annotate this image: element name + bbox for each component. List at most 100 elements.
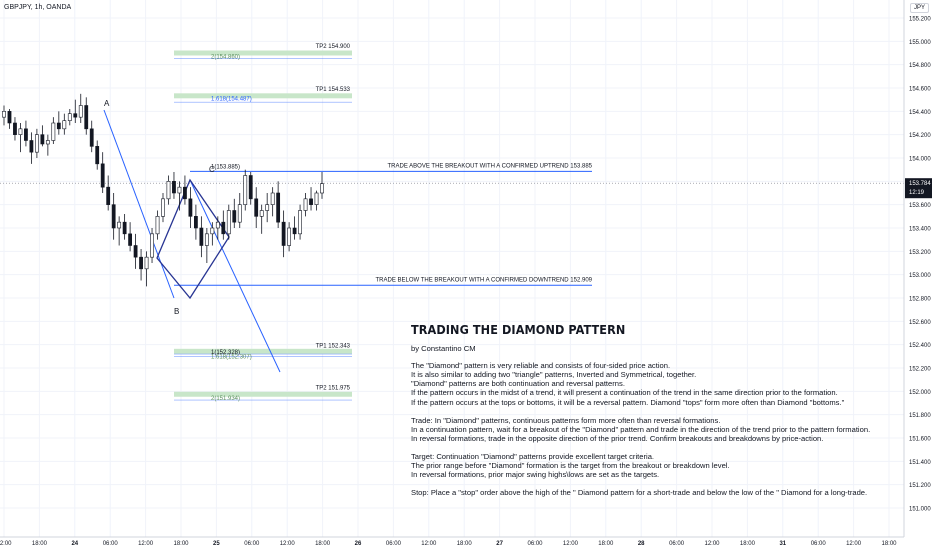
point-label-a: A bbox=[104, 99, 110, 108]
candle-body bbox=[133, 245, 138, 258]
time-tick-label: 06:00 bbox=[669, 541, 685, 547]
candle-body bbox=[122, 221, 127, 235]
annotation-labels: A B C TP2 154.900 2(154.860) TP1 154.533 1.618… bbox=[104, 44, 593, 402]
tp2-lower-label: TP2 151.975 bbox=[316, 385, 351, 391]
time-tick-label: 18:00 bbox=[881, 541, 897, 547]
time-axis[interactable]: 12:00 18:00 24 06:00 12:00 18:00 25 06:00 12:00 1… bbox=[0, 536, 904, 547]
article-byline: by Constantino CM bbox=[411, 344, 476, 354]
text-line: In reversal formations, prior major swin… bbox=[411, 470, 660, 480]
text-line: If the pattern occurs in the midst of a … bbox=[411, 388, 838, 398]
candle-body bbox=[51, 122, 56, 141]
candle-body bbox=[215, 221, 220, 229]
time-tick-label: 18:00 bbox=[315, 541, 331, 547]
price-tick-label: 152.400 bbox=[909, 343, 931, 349]
tp1-upper-label: TP1 154.533 bbox=[316, 87, 351, 93]
candle-body bbox=[320, 183, 324, 194]
candle-body bbox=[45, 140, 50, 145]
candle-body bbox=[139, 256, 143, 270]
price-tick-label: 154.400 bbox=[909, 110, 931, 116]
text-line: In a continuation pattern, wait for a br… bbox=[411, 424, 871, 434]
candle-body bbox=[292, 227, 297, 235]
time-tick-label: 31 bbox=[779, 541, 786, 547]
candle-body bbox=[166, 181, 171, 200]
time-tick-label: 06:00 bbox=[244, 541, 260, 547]
paragraph-trade: Trade: In "Diamond" patterns, continuous… bbox=[411, 416, 911, 443]
price-tick-label: 152.600 bbox=[909, 320, 931, 326]
time-tick-label: 12:00 bbox=[138, 541, 154, 547]
candle-body bbox=[24, 128, 28, 141]
price-tick-label: 154.200 bbox=[909, 133, 931, 139]
time-tick-label: 12:00 bbox=[421, 541, 437, 547]
text-line: Trade: In "Diamond" patterns, continuous… bbox=[411, 415, 721, 425]
candle-body bbox=[78, 105, 83, 118]
time-tick-label: 27 bbox=[496, 541, 503, 547]
text-line: Stop: Place a "stop" order above the hig… bbox=[411, 488, 868, 498]
candle-body bbox=[281, 221, 286, 246]
paragraph-stop: Stop: Place a "stop" order above the hig… bbox=[411, 488, 911, 497]
candle-body bbox=[259, 210, 264, 217]
time-tick-label: 25 bbox=[213, 541, 220, 547]
fib-lower-1618-label: 1.618(152.307) bbox=[211, 355, 252, 361]
candle-body bbox=[18, 128, 23, 135]
candle-body bbox=[128, 233, 133, 246]
level-lines bbox=[0, 170, 904, 286]
projection-line bbox=[189, 179, 281, 373]
candle-body bbox=[232, 210, 237, 223]
time-tick-label: 06:00 bbox=[103, 541, 119, 547]
time-tick-label: 06:00 bbox=[811, 541, 827, 547]
candle-body bbox=[34, 134, 39, 153]
candle-body bbox=[270, 192, 275, 205]
candle-body bbox=[210, 227, 215, 235]
price-tick-label: 154.000 bbox=[909, 157, 931, 163]
price-tick-label: 154.800 bbox=[909, 63, 931, 69]
price-tick-label: 152.800 bbox=[909, 297, 931, 303]
candle-body bbox=[150, 233, 154, 258]
candle-body bbox=[298, 210, 302, 235]
price-tick-label: 152.000 bbox=[909, 390, 931, 396]
time-tick-label: 24 bbox=[71, 541, 78, 547]
article-text: TRADING THE DIAMOND PATTERN by Constanti… bbox=[411, 322, 911, 506]
time-tick-label: 18:00 bbox=[457, 541, 473, 547]
price-tick-label: 151.200 bbox=[909, 483, 931, 489]
fib-upper-label: 2(154.860) bbox=[211, 55, 240, 61]
candle-body bbox=[276, 192, 281, 223]
time-tick-label: 26 bbox=[355, 541, 362, 547]
symbol-header[interactable]: GBPJPY, 1h, OANDA bbox=[4, 4, 72, 11]
downtrend-label: TRADE BELOW THE BREAKOUT WITH A CONFIRME… bbox=[376, 277, 593, 283]
currency-badge[interactable]: JPY bbox=[909, 3, 929, 13]
time-tick-label: 06:00 bbox=[386, 541, 402, 547]
candle-body bbox=[67, 113, 72, 121]
candle-body bbox=[193, 216, 198, 229]
candle-body bbox=[314, 192, 319, 205]
current-price-label: 153.784 bbox=[909, 181, 931, 187]
fib-lower-2-label: 2(151.934) bbox=[211, 396, 240, 402]
price-tick-label: 151.600 bbox=[909, 437, 931, 443]
candle-body bbox=[204, 233, 209, 246]
point-label-c: C bbox=[209, 165, 215, 174]
paragraph-target: Target: Continuation "Diamond" patterns … bbox=[411, 452, 911, 479]
text-line: In reversal formations, trade in the opp… bbox=[411, 433, 824, 443]
candle-body bbox=[265, 204, 270, 211]
candle-body bbox=[254, 198, 259, 217]
time-tick-label: 12:00 bbox=[280, 541, 296, 547]
candle-body bbox=[226, 210, 231, 235]
text-line: The prior range before "Diamond" formati… bbox=[411, 461, 730, 471]
paragraph-intro: The "Diamond" pattern is very reliable a… bbox=[411, 361, 911, 406]
candle-body bbox=[183, 186, 187, 200]
swing-line-ab bbox=[103, 109, 175, 299]
price-axis[interactable]: 155.200 155.000 154.800 154.600 154.400 154.2… bbox=[903, 0, 932, 537]
candle-body bbox=[89, 128, 94, 147]
price-tick-label: 153.000 bbox=[909, 273, 931, 279]
time-tick-label: 12:00 bbox=[0, 541, 12, 547]
price-tick-label: 153.600 bbox=[909, 203, 931, 209]
candle-body bbox=[243, 175, 248, 205]
point-label-b: B bbox=[174, 307, 179, 316]
article-title: TRADING THE DIAMOND PATTERN bbox=[411, 322, 626, 337]
c-level-label: 1(153.885) bbox=[211, 164, 240, 170]
candle-body bbox=[73, 113, 78, 118]
price-tick-label: 151.400 bbox=[909, 460, 931, 466]
candle-body bbox=[309, 198, 313, 205]
candle-body bbox=[84, 105, 89, 130]
price-tick-label: 155.000 bbox=[909, 40, 931, 46]
